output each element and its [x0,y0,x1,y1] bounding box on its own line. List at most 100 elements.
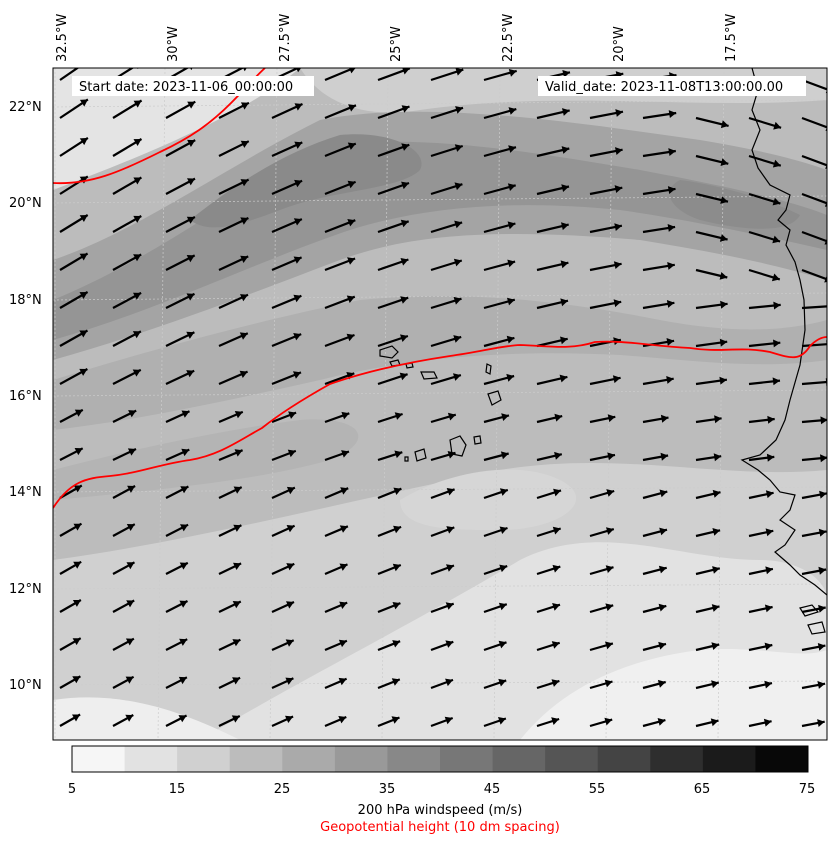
lat-label-22n: 22°N [9,100,42,115]
valid-date-text: Valid_date: 2023-11-08T13:00:00.00 [545,80,783,95]
wind-arrow-head [614,223,622,231]
wind-arrow-head [294,103,303,111]
wind-arrow-head [445,640,454,648]
wind-arrow-head [508,69,517,77]
wind-arrow-head [286,563,295,571]
wind-arrow-head [659,489,668,498]
wind-arrow-head [401,181,409,190]
wind-arrow-head [453,258,462,267]
wind-arrow-head [552,526,561,535]
wind-arrow-head [719,376,727,385]
wind-arrow-head [392,602,401,610]
wind-arrow-head [339,525,348,533]
wind-arrow-head [508,145,516,153]
wind-arrow-head [341,411,350,420]
wind-arrow-head [453,335,462,343]
wind-arrow-head [294,179,303,188]
wind-arrow-head [340,487,349,495]
wind-arrow-head [561,222,569,231]
start-date-box [72,76,314,96]
colorbar-swatch [650,746,704,772]
wind-arrow-head [126,562,135,570]
wind-arrow-head [400,258,409,266]
wind-arrow-head [446,526,455,534]
colorbar-tick-45: 45 [484,782,501,797]
wind-arrow-head [767,415,775,424]
wind-arrow-head [180,524,189,532]
wind-arrow-head [559,374,568,383]
colorbar-tick-15: 15 [169,782,186,797]
wind-arrow-head [824,275,827,283]
wind-arrow-head [341,450,349,458]
graticule [53,68,827,740]
wind-arrow-head [187,139,196,147]
wind-arrow-head [819,490,827,499]
wind-arrow-head [553,488,561,497]
wind-arrow-head [179,562,188,570]
colorbar-swatch [387,746,441,772]
wind-arrow-head [506,335,515,344]
wind-arrow-head [712,528,721,536]
wind-arrow-head [454,144,463,152]
wind-arrow-head [133,292,142,300]
lat-label-14n: 14°N [9,485,42,500]
wind-arrow-head [764,680,772,689]
wind-arrow-head [612,375,621,384]
wind-arrow-head [288,411,297,419]
wind-arrow-head [719,234,728,242]
wind-arrow-head [84,68,85,69]
wind-arrow-head [560,260,569,269]
wind-arrow-head [179,638,188,646]
wind-arrow-head [243,68,247,72]
wind-arrow-head [186,255,195,263]
wind-arrow-head [74,448,83,456]
wind-arrow-head [79,368,88,376]
wind-arrow-head [347,180,356,189]
wind-arrow-head [446,488,455,496]
wind-arrow-head [79,99,88,107]
colorbar-swatch [702,746,756,772]
wind-arrow-head [506,373,515,382]
wind-arrow-head [401,143,410,151]
wind-arrow-head [711,680,719,689]
wind-arrow-head [710,718,719,727]
wind-arrow-head [178,715,187,723]
wind-arrow-head [400,334,408,342]
colorbar-title: 200 hPa windspeed (m/s) [358,803,523,818]
wind-arrow-head [232,677,241,685]
colorbar-swatch [440,746,494,772]
wind-arrow-head [285,715,294,723]
wind-arrow-head [498,640,507,649]
lon-label-27-5w: 27.5°W [278,14,293,62]
wind-arrow-head [179,600,188,608]
wind-arrow-head [285,639,294,647]
wind-arrow-head [614,185,623,193]
wind-arrow-head [453,296,462,305]
wind-arrow-head [446,564,454,572]
lat-label-20n: 20°N [9,196,42,211]
wind-arrow-head [711,642,720,650]
wind-arrow-head [133,254,142,262]
lon-labels: 32.5°W 30°W 27.5°W 25°W 22.5°W 20°W 17.5… [55,14,739,62]
lon-label-25w: 25°W [389,26,404,62]
wind-arrow-head [132,369,141,377]
wind-arrow-head [240,102,249,110]
wind-arrow-head [79,253,88,261]
wind-arrow-head [338,716,347,724]
wind-arrow-head [73,485,82,493]
wind-arrow-head [454,182,463,191]
wind-arrow-head [501,413,509,421]
windspeed-shading [53,68,827,740]
wind-arrow-head [349,68,356,74]
wind-arrow-head [392,640,401,648]
wind-arrow-head [128,410,137,418]
wind-arrow-head [561,146,570,154]
wind-arrow-head [562,108,570,116]
lon-label-20w: 20°W [612,26,627,62]
wind-arrow-head [554,451,562,460]
wind-arrow-head [453,373,461,381]
colorbar-swatch [755,746,809,772]
wind-arrow-head [772,159,781,168]
wind-arrow-head [286,601,294,609]
